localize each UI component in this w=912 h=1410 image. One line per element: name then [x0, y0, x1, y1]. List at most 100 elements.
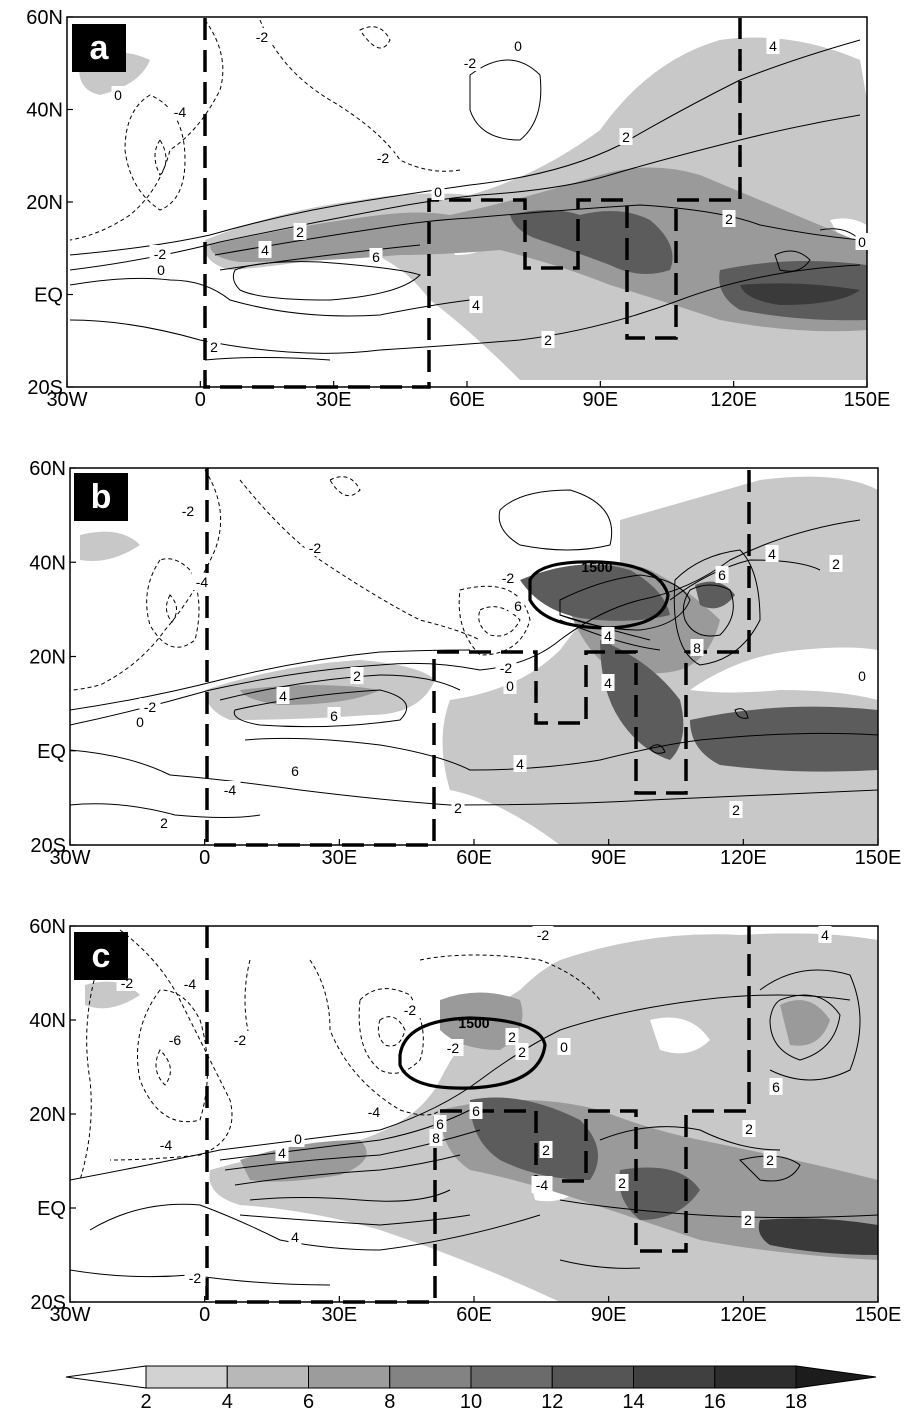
contour-label: 4	[278, 1145, 286, 1161]
contour-label-bg	[207, 338, 221, 355]
contour-label-bg	[291, 1130, 305, 1147]
contour-label: 0	[858, 234, 866, 250]
contour-label: -2	[189, 1270, 202, 1286]
lon-tick-label: 0	[199, 1304, 210, 1326]
contour-label-bg	[741, 1211, 755, 1228]
colorbar-max-arrow	[795, 1365, 877, 1389]
lat-tick-label: 60N	[29, 458, 66, 480]
contour-label: 2	[766, 1152, 774, 1168]
colorbar-segment	[633, 1365, 716, 1389]
lon-tick-label: 120E	[720, 847, 767, 869]
colorbar-level-label: 16	[704, 1391, 726, 1410]
contour-label: 4	[769, 38, 777, 54]
contour-label: -2	[309, 540, 322, 556]
panel-c-label-box	[74, 932, 128, 980]
contour-label-bg	[765, 545, 779, 562]
contour-label-bg	[763, 1151, 777, 1168]
contour-label-bg	[469, 296, 483, 313]
colorbar-segment	[389, 1365, 472, 1389]
contour-label: 0	[506, 678, 514, 694]
contour-label-bg	[191, 573, 213, 590]
colorbar-level-label: 18	[785, 1391, 807, 1410]
contour-label: -2	[377, 150, 390, 166]
contour-label-bg	[350, 667, 364, 684]
lon-tick-label: 30E	[322, 1304, 358, 1326]
contour-label: 4	[261, 242, 269, 258]
panel-c: 1500 -2-4-6-4-2-4-20466420-4-2-222246222…	[69, 925, 879, 1304]
lon-tick-label: 0	[199, 847, 210, 869]
contour-label: 6	[291, 763, 299, 779]
contour-label: 2	[542, 1142, 550, 1158]
colorbar-segment	[145, 1365, 228, 1389]
contour-label: 2	[832, 556, 840, 572]
lat-tick-label: 60N	[29, 916, 66, 938]
contour-label-bg	[769, 1078, 783, 1095]
panel-b-label: b	[91, 478, 112, 516]
lon-tick-label: 60E	[456, 847, 492, 869]
contour-label: 2	[160, 815, 168, 831]
contour-label-bg	[515, 1043, 529, 1060]
colorbar-segment	[470, 1365, 553, 1389]
contour-label: -2	[182, 503, 195, 519]
highland-label-b: 1500	[581, 559, 612, 575]
contour-label: 4	[279, 688, 287, 704]
contour-label: -2	[256, 29, 269, 45]
lat-tick-label: 20S	[27, 377, 63, 399]
lat-tick-label: 60N	[26, 7, 63, 29]
contour-label: -2	[464, 55, 477, 71]
lon-tick-label: 30W	[46, 389, 87, 411]
lat-tick-label: EQ	[34, 285, 63, 307]
contour-label: 6	[514, 598, 522, 614]
lat-tick-label: EQ	[37, 741, 66, 763]
contour-label-bg	[133, 713, 147, 730]
colorbar-min-arrow	[65, 1365, 147, 1389]
colorbar-level-label: 2	[140, 1391, 151, 1410]
lon-tick-label: 150E	[855, 847, 902, 869]
contour-label-bg	[459, 54, 481, 71]
contour-label-bg	[532, 926, 554, 943]
contour-label-bg	[557, 1038, 571, 1055]
contour-label: -4	[160, 1137, 173, 1153]
contour-label-bg	[164, 1031, 186, 1048]
contour-label: 0	[858, 668, 866, 684]
contour-label-bg	[539, 1141, 553, 1158]
contour-label: 2	[725, 211, 733, 227]
contour-label-bg	[601, 674, 615, 691]
contour-label: 2	[745, 1121, 753, 1137]
lat-tick-label: EQ	[37, 1198, 66, 1220]
colorbar-segment	[226, 1365, 309, 1389]
contour-label-bg	[276, 687, 290, 704]
contour-label: -2	[500, 660, 513, 676]
contour-label-bg	[169, 103, 191, 120]
contour-label: 2	[544, 332, 552, 348]
contour-label-bg	[433, 1115, 447, 1132]
contour-label: -4	[184, 976, 197, 992]
contour-label: 6	[330, 708, 338, 724]
contour-label-bg	[363, 1103, 385, 1120]
colorbar-segment	[714, 1365, 797, 1389]
contour-label: 4	[472, 297, 480, 313]
colorbar-level-label: 12	[541, 1391, 563, 1410]
contour-label-bg	[513, 755, 527, 772]
contour-label: 4	[516, 756, 524, 772]
contour-label-bg	[829, 555, 843, 572]
lon-tick-label: 0	[195, 389, 206, 411]
contour-label: 8	[693, 640, 701, 656]
panel-a-label-box	[72, 24, 126, 72]
contour-label: -2	[502, 570, 515, 586]
contour-label: 0	[114, 87, 122, 103]
contour-label: 6	[472, 1103, 480, 1119]
contour-label: 0	[157, 262, 165, 278]
contour-label-bg	[601, 627, 615, 644]
contour-label: 4	[604, 675, 612, 691]
contour-label: -2	[144, 699, 157, 715]
panel-c-label: c	[92, 937, 111, 975]
lat-tick-label: 40N	[26, 100, 63, 122]
contour-label-bg	[293, 223, 307, 240]
contour-label-bg	[327, 707, 341, 724]
contour-label-bg	[399, 1001, 421, 1018]
contour-label: -4	[368, 1104, 381, 1120]
panel-b-label-box	[74, 473, 128, 521]
